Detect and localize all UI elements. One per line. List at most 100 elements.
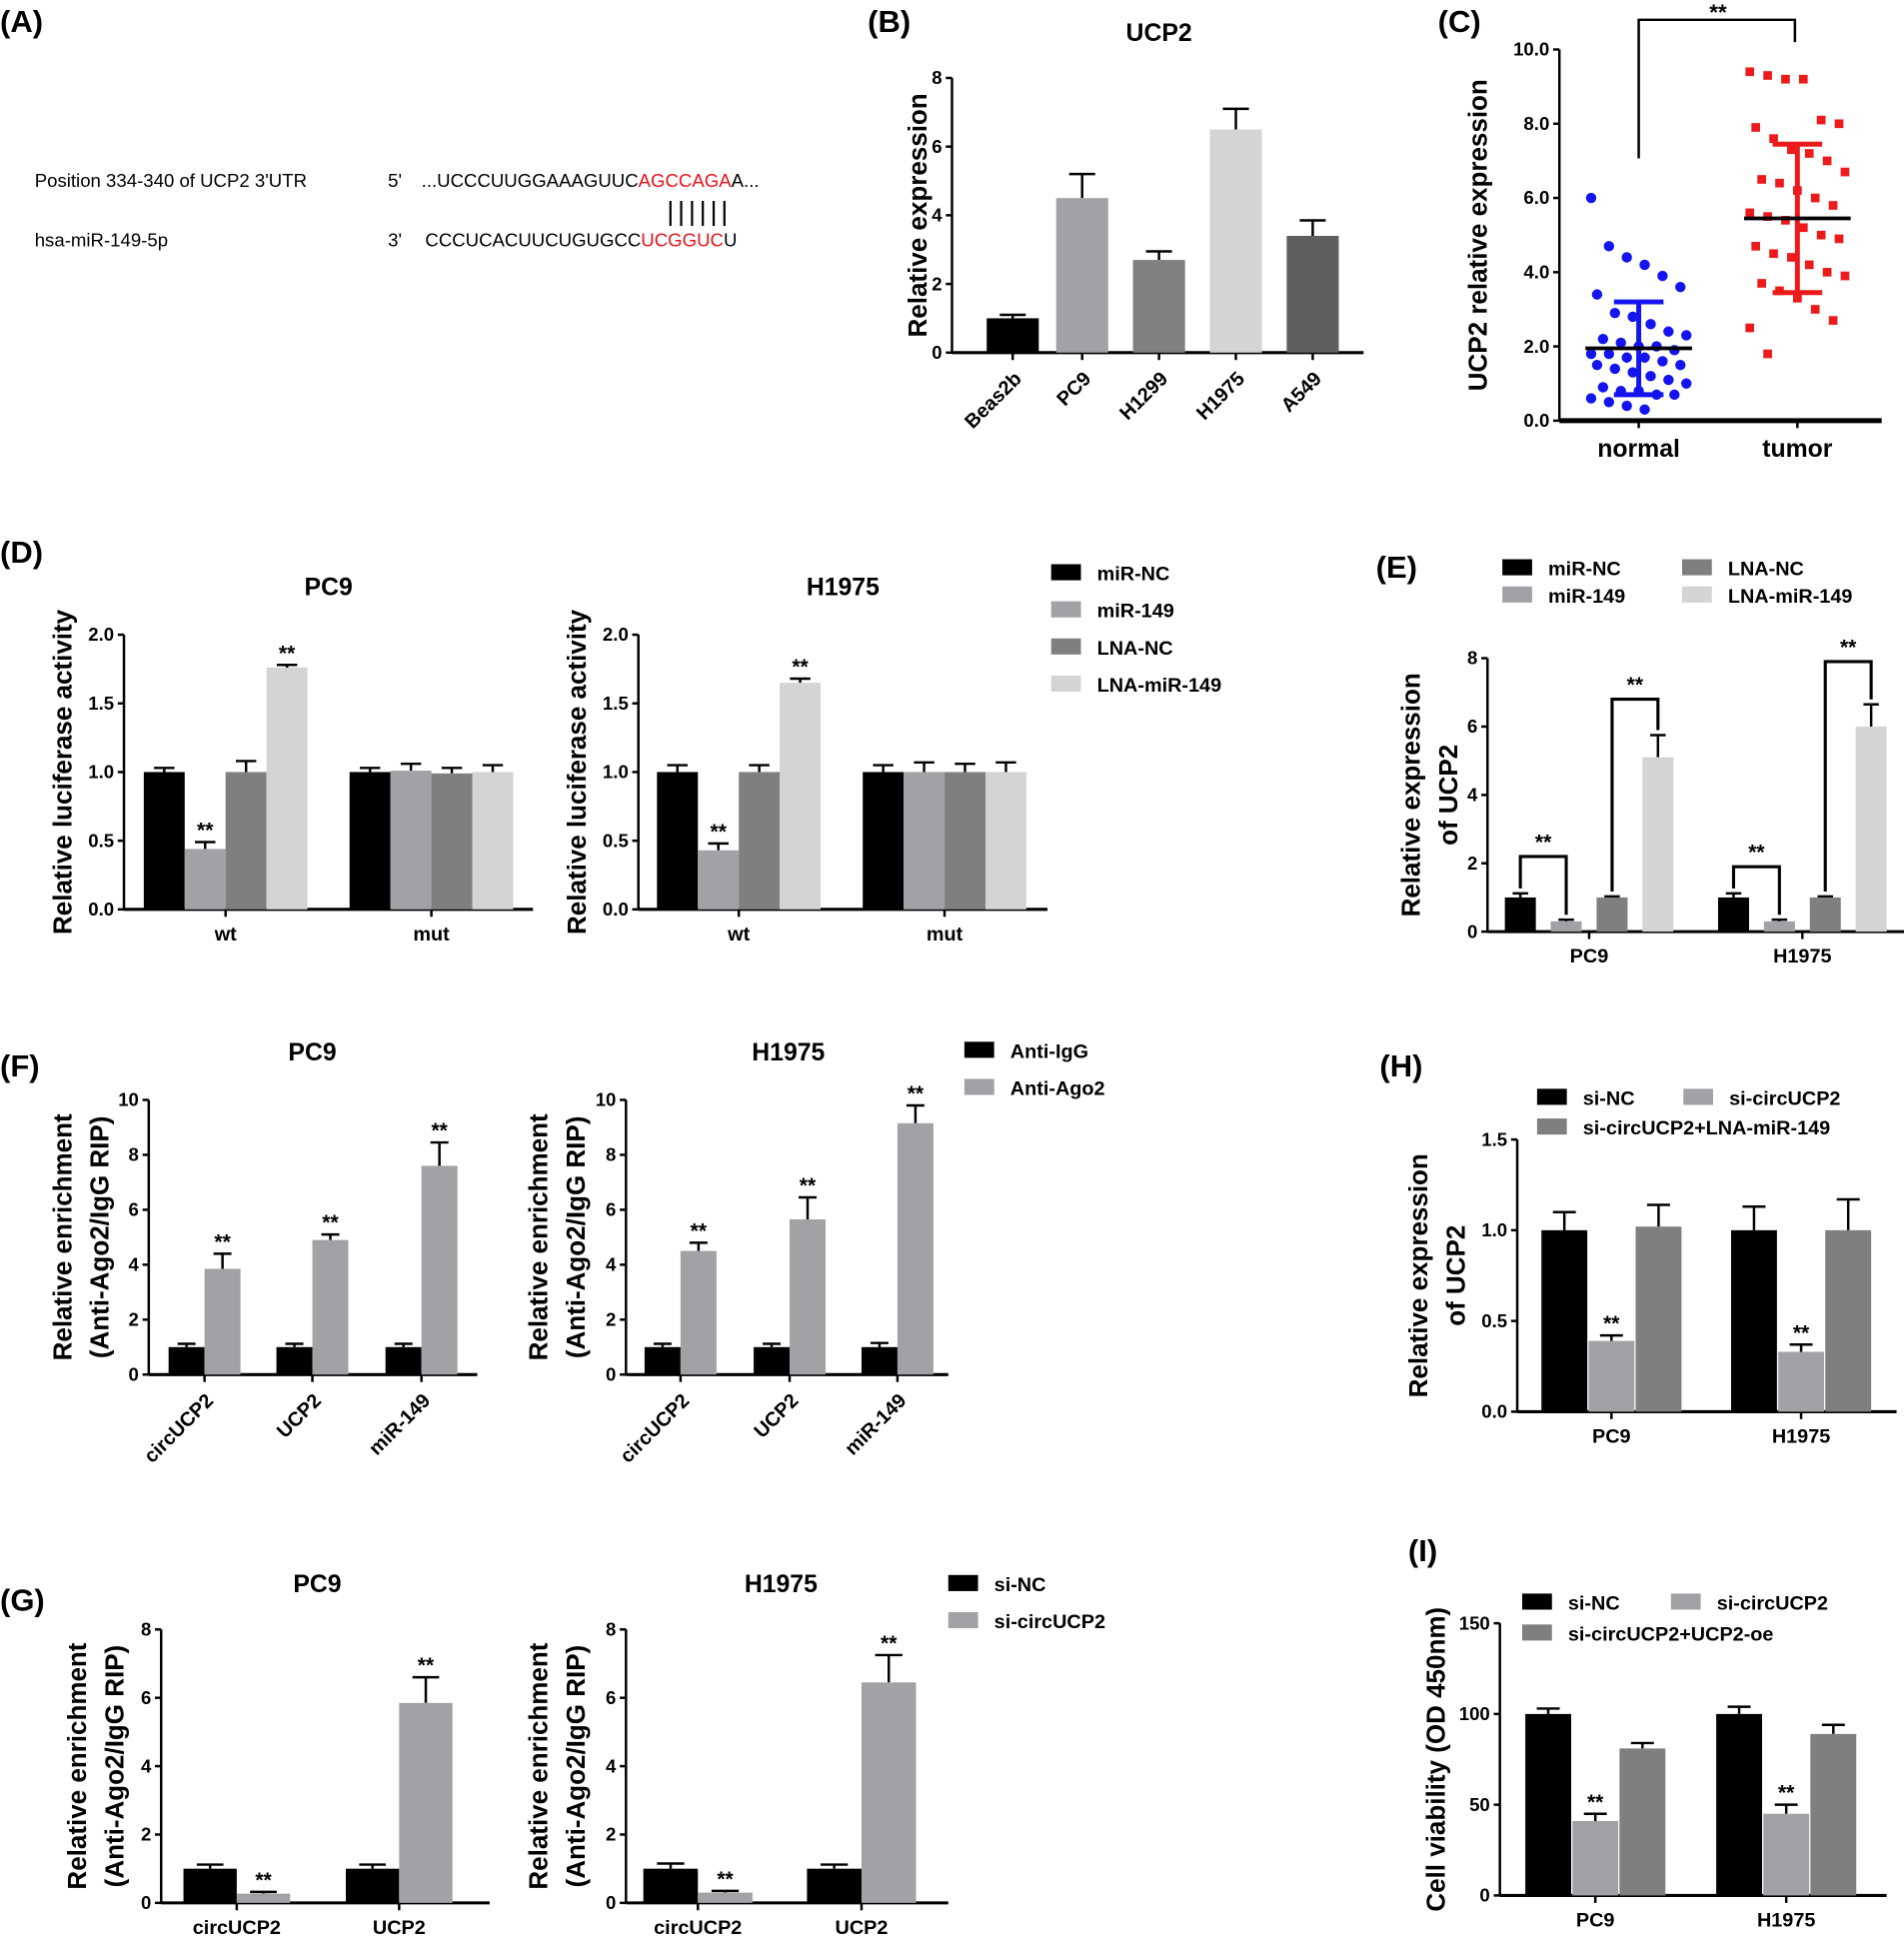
bar-si-nc	[1525, 1713, 1571, 1896]
data-point-normal	[1615, 337, 1626, 349]
y-tick-label: 8	[606, 1144, 616, 1165]
data-point-tumor	[1763, 349, 1772, 359]
five-prime-label: 5'	[388, 170, 402, 191]
panel-label: (D)	[0, 535, 43, 570]
legend-swatch	[1683, 1088, 1714, 1105]
y-axis-label: Relative luciferase activity	[562, 609, 592, 935]
bar-lna-mir-149	[1642, 757, 1674, 933]
x-tick-label: H1975	[1773, 946, 1831, 968]
y-tick-label: 2	[129, 1309, 139, 1330]
data-point-normal	[1657, 270, 1668, 282]
bar-si-circucp2-lna-mir-149	[1635, 1226, 1682, 1412]
data-point-normal	[1621, 252, 1632, 263]
data-point-normal	[1627, 311, 1638, 323]
bar-si-nc	[807, 1868, 862, 1903]
y-tick-label: 4	[1467, 785, 1478, 806]
data-point-tumor	[1810, 193, 1820, 203]
legend-swatch	[1522, 1624, 1552, 1641]
legend-swatch	[1050, 601, 1081, 618]
mirna-label: hsa-miR-149-5p	[35, 229, 168, 250]
y-tick-label: 8.0	[1523, 113, 1549, 134]
ucp2-utr-sequence: ...UCCCUUGGAAAGUUCAGCCAGAA...	[422, 170, 760, 191]
bar-si-circucp2-ucp2-oe	[1619, 1748, 1666, 1896]
panel-a: Position 334-340 of UCP2 3'UTR 5' ...UCC…	[35, 170, 760, 250]
bar-a549	[1286, 236, 1339, 353]
legend-label: si-NC	[994, 1574, 1046, 1596]
significance-stars: **	[1748, 842, 1765, 865]
data-point-normal	[1621, 400, 1632, 412]
x-tick-label: mut	[413, 924, 450, 946]
significance-stars: **	[1627, 674, 1644, 697]
y-tick-label: 0	[606, 1892, 616, 1913]
y-tick-label: 4	[606, 1254, 617, 1275]
significance-stars: **	[1840, 637, 1857, 660]
significance-stars: **	[908, 1082, 925, 1105]
legend-label: miR-NC	[1097, 564, 1170, 586]
y-tick-label: 2	[141, 1824, 151, 1845]
y-axis-label: (Anti-Ago2/IgG RIP)	[561, 1645, 591, 1888]
y-axis-label: (Anti-Ago2/IgG RIP)	[561, 1116, 591, 1359]
chart-title: UCP2	[1126, 20, 1192, 47]
y-tick-label: 8	[141, 1618, 151, 1639]
y-axis-label: of UCP2	[1433, 745, 1463, 846]
y-tick-label: 1.0	[603, 762, 629, 783]
x-tick-label: H1299	[1115, 368, 1172, 425]
y-tick-label: 1.5	[603, 693, 629, 714]
chart-d-pc9: PC9 Relative luciferase activity 0.0 0.5 1.0…	[47, 574, 534, 946]
y-tick-label: 6	[932, 136, 942, 157]
legend-label: LNA-miR-149	[1097, 675, 1222, 697]
significance-stars: **	[881, 1632, 898, 1655]
bar-mir-nc	[349, 772, 391, 910]
chart-title: PC9	[293, 1571, 341, 1598]
significance-stars: **	[792, 656, 809, 679]
chart-f-pc9: PC9 Relative enrichment (Anti-Ago2/IgG RIP…	[47, 1039, 478, 1467]
y-tick-label: 0.0	[1523, 410, 1549, 431]
y-axis-label: Relative expression	[1403, 1153, 1433, 1397]
seq-part: A...	[732, 170, 760, 191]
legend-label: LNA-NC	[1728, 559, 1804, 581]
x-tick-label: UCP2	[836, 1917, 889, 1939]
x-tick-label: normal	[1597, 436, 1680, 463]
significance-bracket	[1610, 698, 1660, 892]
three-prime-label: 3'	[388, 229, 402, 250]
chart-title: H1975	[752, 1039, 825, 1066]
seq-part: CCCUCACUUCUGUGCC	[425, 229, 641, 250]
bar-mir-149	[904, 772, 946, 910]
significance-stars: **	[1709, 0, 1727, 25]
y-tick-label: 6.0	[1523, 187, 1549, 208]
bar-mir-149	[184, 849, 226, 910]
bar-mir-nc	[657, 772, 699, 910]
x-tick-label: A549	[1277, 368, 1326, 417]
data-point-normal	[1603, 397, 1615, 408]
chart-b: UCP2 Relative expression 0 2 4 6 8 Beas2b PC9 H12…	[903, 20, 1364, 433]
chart-h: Relative expression of UCP2 0.0 0.5 1.0 1.5 PC…	[1403, 1087, 1897, 1447]
y-tick-label: 0.0	[88, 899, 114, 920]
y-tick-label: 4.0	[1523, 262, 1549, 283]
mirna-sequence: CCCUCACUUCUGUGCCUCGGUCU	[425, 229, 737, 250]
bar-si-nc	[183, 1868, 237, 1903]
data-point-normal	[1603, 348, 1615, 360]
y-tick-label: 0.5	[88, 830, 114, 851]
data-point-normal	[1597, 333, 1609, 345]
y-axis-label: (Anti-Ago2/IgG RIP)	[99, 1645, 129, 1888]
y-tick-label: 4	[606, 1755, 617, 1776]
y-tick-label: 10	[596, 1089, 617, 1110]
seq-part: U	[724, 229, 737, 250]
bar-lna-nc	[1596, 897, 1628, 933]
y-tick-label: 6	[1467, 716, 1477, 737]
data-point-normal	[1609, 363, 1620, 375]
bar-anti-igg	[644, 1346, 681, 1375]
data-point-tumor	[1828, 201, 1838, 210]
data-point-normal	[1609, 307, 1620, 319]
y-tick-label: 0.5	[603, 830, 629, 851]
data-point-normal	[1681, 330, 1692, 341]
data-point-tumor	[1792, 293, 1802, 303]
legend-label: LNA-NC	[1097, 638, 1173, 660]
legend-label: si-circUCP2+UCP2-oe	[1568, 1623, 1774, 1645]
x-tick-label: UCP2	[273, 1390, 326, 1443]
y-tick-label: 2.0	[603, 624, 629, 645]
significance-bracket	[1823, 660, 1873, 892]
significance-stars: **	[800, 1174, 817, 1197]
bar-anti-igg	[754, 1346, 791, 1375]
chart-g-pc9: PC9 Relative enrichment (Anti-Ago2/IgG RIP…	[62, 1571, 490, 1939]
